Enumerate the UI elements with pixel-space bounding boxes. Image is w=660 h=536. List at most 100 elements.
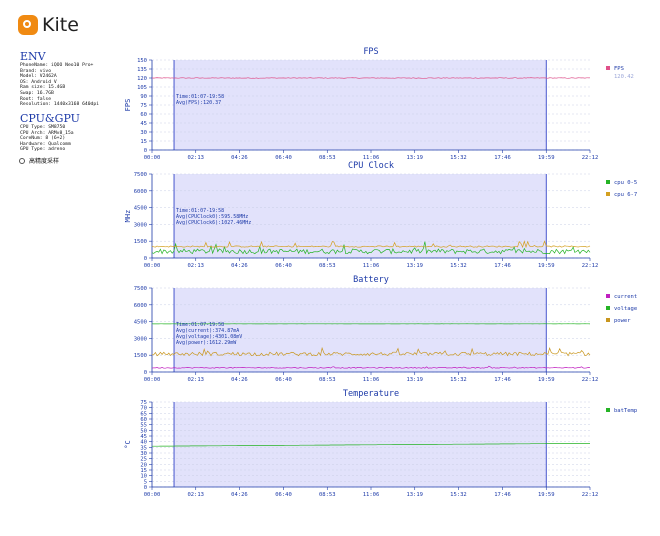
series-line-FPS (151, 77, 590, 79)
x-tick-label: 00:00 (144, 263, 161, 269)
legend-label: cpu 6-7 (614, 192, 637, 198)
cpu-gpu-info: CPU Type: SM8750 CPU Arch: ARMv8_15a CoreN… (20, 125, 74, 153)
series-line-batTemp (152, 443, 590, 447)
series-line-current (151, 365, 591, 369)
x-tick-label: 17:46 (494, 155, 511, 161)
annotation-text: Avg(voltage):4301.08mV (176, 334, 242, 340)
x-tick-label: 02:13 (187, 155, 204, 161)
x-tick-label: 06:40 (275, 492, 292, 498)
legend-swatch (606, 318, 610, 322)
x-tick-label: 04:26 (231, 492, 248, 498)
annotation-text: Avg(FPS):120.37 (176, 100, 221, 106)
radio-icon[interactable] (19, 157, 25, 164)
y-axis-label: MHz (124, 210, 132, 223)
x-tick-label: 06:40 (275, 155, 292, 161)
y-tick-label: 60 (140, 112, 147, 118)
x-tick-label: 08:53 (319, 492, 336, 498)
y-tick-label: 7500 (134, 286, 147, 292)
x-tick-label: 11:06 (363, 492, 380, 498)
y-tick-label: 0 (144, 370, 147, 376)
x-tick-label: 15:32 (450, 377, 467, 383)
selection-region (174, 174, 547, 258)
x-tick-label: 22:12 (582, 377, 599, 383)
y-tick-label: 30 (140, 451, 147, 457)
cpu-gpu-info-line: CoreNum: 8 (6+2) (20, 136, 66, 142)
y-axis-label: °C (124, 440, 132, 448)
y-tick-label: 40 (140, 440, 147, 446)
cpu-gpu-info-line: Hardware: Qualcomm (20, 141, 71, 147)
env-info-line: Ram size: 15.4GB (20, 85, 66, 91)
annotation-text: Avg(CPUClock0):595.58MHz (176, 214, 248, 220)
env-info-line: Swap: 16.7GB (20, 90, 54, 96)
kite-logo-icon (18, 15, 38, 35)
x-tick-label: 19:59 (538, 263, 555, 269)
annotation-text: Avg(power):1612.29mW (176, 340, 237, 346)
cpu-gpu-info-line: CPU Arch: ARMv8_15a (20, 130, 74, 136)
legend-label: power (614, 318, 631, 324)
y-tick-label: 0 (144, 485, 147, 491)
y-tick-label: 15 (140, 468, 147, 474)
y-tick-label: 20 (140, 462, 147, 468)
y-tick-label: 4500 (134, 206, 147, 212)
app-title: Kite (42, 14, 79, 36)
kite-logo: Kite (18, 14, 79, 36)
y-tick-label: 120 (137, 76, 147, 82)
y-tick-label: 75 (140, 103, 147, 109)
legend-swatch (606, 306, 610, 310)
annotation-text: Time:01:07-19:58 (176, 94, 224, 100)
x-tick-label: 08:53 (319, 263, 336, 269)
y-tick-label: 25 (140, 457, 147, 463)
series-line-cpu-0-5 (151, 241, 591, 255)
chart-title: Temperature (343, 389, 399, 399)
x-tick-label: 17:46 (494, 377, 511, 383)
y-tick-label: 90 (140, 94, 147, 100)
x-tick-label: 19:59 (538, 492, 555, 498)
x-tick-label: 19:59 (538, 377, 555, 383)
x-tick-label: 02:13 (187, 377, 204, 383)
legend-swatch (606, 66, 610, 70)
chart-title: CPU Clock (348, 161, 394, 171)
y-tick-label: 105 (137, 85, 147, 91)
x-tick-label: 19:59 (538, 155, 555, 161)
x-tick-label: 11:06 (363, 263, 380, 269)
x-tick-label: 13:19 (406, 377, 423, 383)
y-tick-label: 60 (140, 417, 147, 423)
x-tick-label: 15:32 (450, 492, 467, 498)
y-tick-label: 5 (144, 479, 147, 485)
y-tick-label: 55 (140, 423, 147, 429)
y-tick-label: 3000 (134, 336, 147, 342)
cpu-gpu-title: CPU&GPU (20, 112, 80, 125)
annotation-text: Time:01:07-19:58 (176, 322, 224, 328)
legend-label: cpu 0-5 (614, 180, 637, 186)
x-tick-label: 17:46 (494, 263, 511, 269)
y-tick-label: 4500 (134, 320, 147, 326)
y-tick-label: 15 (140, 139, 147, 145)
env-info-line: Root: false (20, 96, 52, 102)
annotation-text: Avg(CPUClock6):1027.46MHz (176, 220, 251, 226)
cpu-gpu-info-line: GPU Type: adreno (20, 147, 66, 153)
y-tick-label: 6000 (134, 189, 147, 195)
legend-value: 120.42 (614, 74, 634, 80)
env-info-line: OS: Android V (20, 79, 57, 85)
x-tick-label: 13:19 (406, 492, 423, 498)
y-tick-label: 10 (140, 474, 147, 480)
high-precision-sampling-option[interactable]: 高精度采样 (19, 156, 59, 165)
x-tick-label: 02:13 (187, 492, 204, 498)
legend-swatch (606, 180, 610, 184)
high-precision-sampling-label: 高精度采样 (29, 158, 60, 165)
env-info-line: Resolution: 1440x3168 640dpi (20, 102, 100, 108)
env-info-line: PhoneName: iQOO Neo10 Pro+ (20, 63, 94, 68)
y-tick-label: 50 (140, 428, 147, 434)
legend-label: batTemp (614, 408, 637, 414)
legend-swatch (606, 192, 610, 196)
x-tick-label: 08:53 (319, 377, 336, 383)
y-tick-label: 0 (144, 256, 147, 262)
selection-region (174, 288, 547, 372)
y-tick-label: 3000 (134, 222, 147, 228)
chart-title: FPS (363, 47, 378, 57)
x-tick-label: 22:12 (582, 263, 599, 269)
y-tick-label: 135 (137, 67, 147, 73)
x-tick-label: 00:00 (144, 377, 161, 383)
x-tick-label: 11:06 (363, 155, 380, 161)
x-tick-label: 15:32 (450, 263, 467, 269)
